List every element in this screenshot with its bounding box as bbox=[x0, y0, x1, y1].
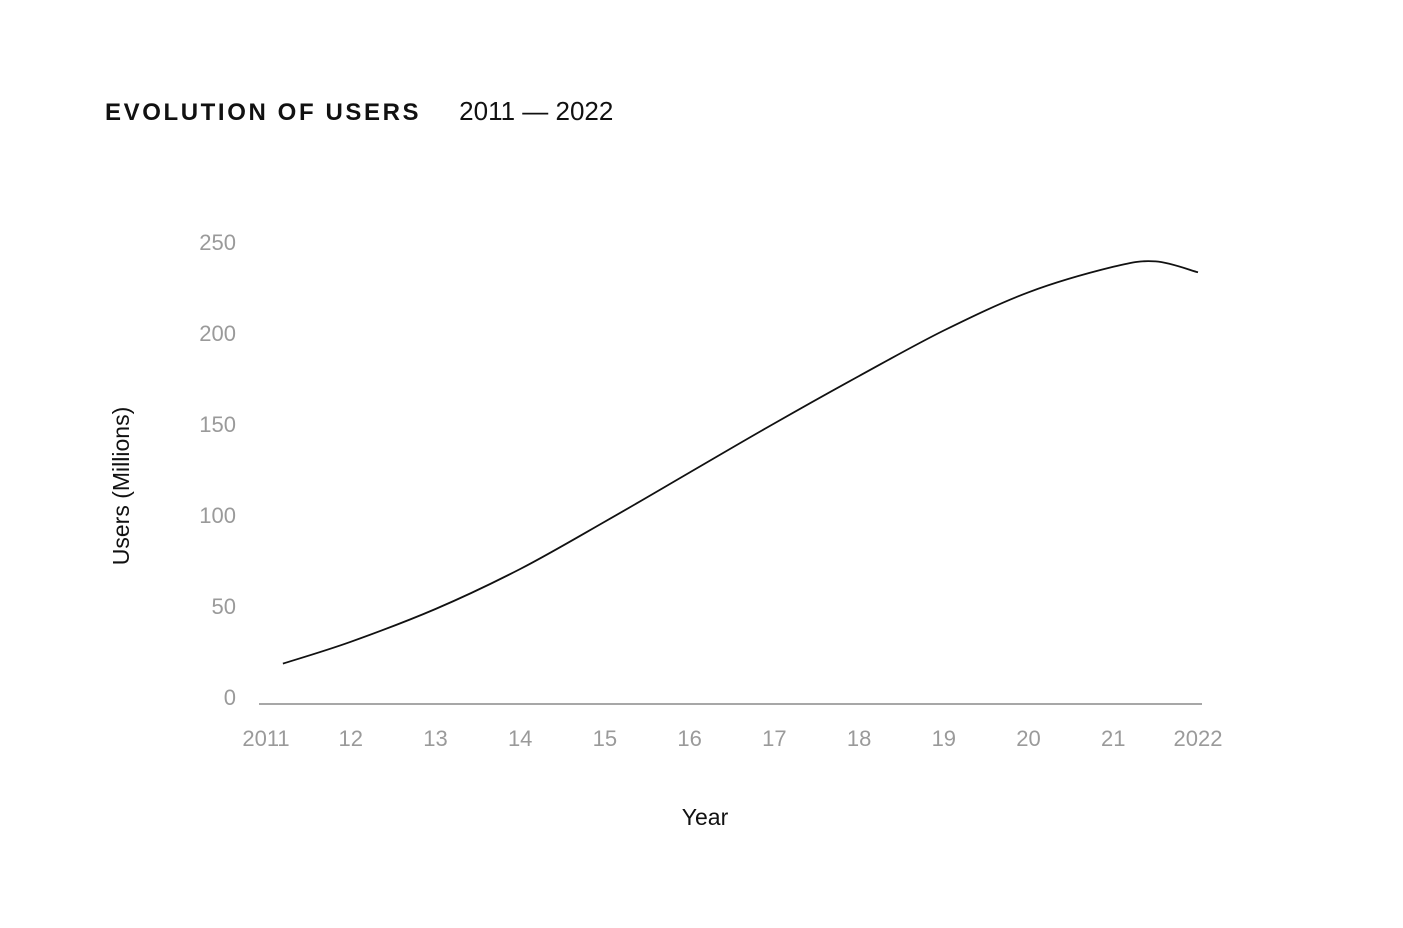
y-tick-label: 0 bbox=[224, 685, 236, 710]
x-tick-label: 2011 bbox=[242, 726, 289, 751]
x-tick-label: 15 bbox=[593, 726, 617, 751]
x-axis-ticks: 2011 12 13 14 15 16 17 18 19 20 21 2022 bbox=[242, 726, 1222, 751]
series-line bbox=[282, 260, 1199, 665]
x-tick-label: 14 bbox=[508, 726, 532, 751]
y-axis-title: Users (Millions) bbox=[108, 407, 134, 565]
x-tick-label: 16 bbox=[677, 726, 701, 751]
x-tick-label: 13 bbox=[423, 726, 447, 751]
y-tick-label: 250 bbox=[199, 230, 236, 255]
x-tick-label: 2022 bbox=[1174, 726, 1223, 751]
x-axis-title: Year bbox=[682, 804, 729, 830]
chart-header: EVOLUTION OF USERS 2011 — 2022 bbox=[105, 96, 613, 127]
x-tick-label: 20 bbox=[1016, 726, 1040, 751]
chart-title: EVOLUTION OF USERS bbox=[105, 99, 422, 126]
x-tick-label: 18 bbox=[847, 726, 871, 751]
chart-subtitle: 2011 — 2022 bbox=[459, 96, 614, 126]
y-axis-ticks: 0 50 100 150 200 250 bbox=[199, 230, 236, 710]
x-tick-label: 21 bbox=[1101, 726, 1125, 751]
y-tick-label: 100 bbox=[199, 503, 236, 528]
y-tick-label: 50 bbox=[212, 594, 236, 619]
x-tick-label: 17 bbox=[762, 726, 786, 751]
y-tick-label: 150 bbox=[199, 412, 236, 437]
y-tick-label: 200 bbox=[199, 321, 236, 346]
x-tick-label: 12 bbox=[338, 726, 362, 751]
x-tick-label: 19 bbox=[932, 726, 956, 751]
